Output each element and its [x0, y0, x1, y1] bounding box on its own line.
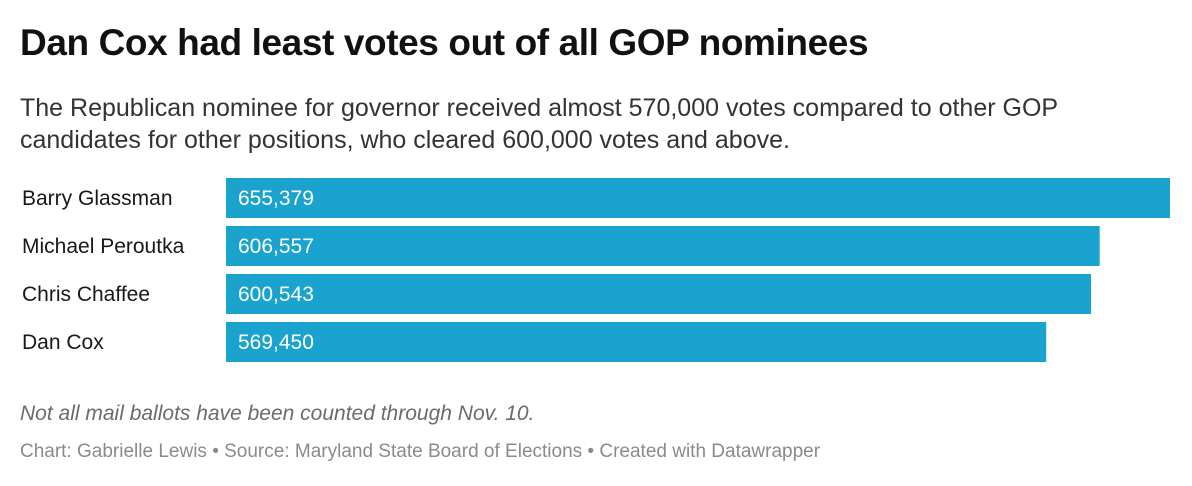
chart-subtitle: The Republican nominee for governor rece…	[20, 94, 1058, 154]
chart-title: Dan Cox had least votes out of all GOP n…	[20, 22, 869, 63]
bar-category-label: Chris Chaffee	[22, 283, 150, 306]
bar-value-label: 569,450	[238, 331, 314, 354]
bar-category-label: Dan Cox	[22, 331, 104, 354]
chart-credits: Chart: Gabrielle Lewis • Source: Marylan…	[20, 441, 821, 462]
bar	[226, 226, 1100, 266]
bar-value-label: 655,379	[238, 187, 314, 210]
bar	[226, 274, 1092, 314]
bar-chart: Barry Glassman 655,379 Michael Peroutka 606…	[22, 178, 1170, 362]
bar-category-label: Michael Peroutka	[22, 235, 185, 258]
chart-note: Not all mail ballots have been counted t…	[20, 402, 535, 425]
bar-category-label: Barry Glassman	[22, 187, 173, 210]
bar	[226, 178, 1170, 218]
bar	[226, 322, 1047, 362]
bar-value-label: 606,557	[238, 235, 314, 258]
bar-value-label: 600,543	[238, 283, 314, 306]
